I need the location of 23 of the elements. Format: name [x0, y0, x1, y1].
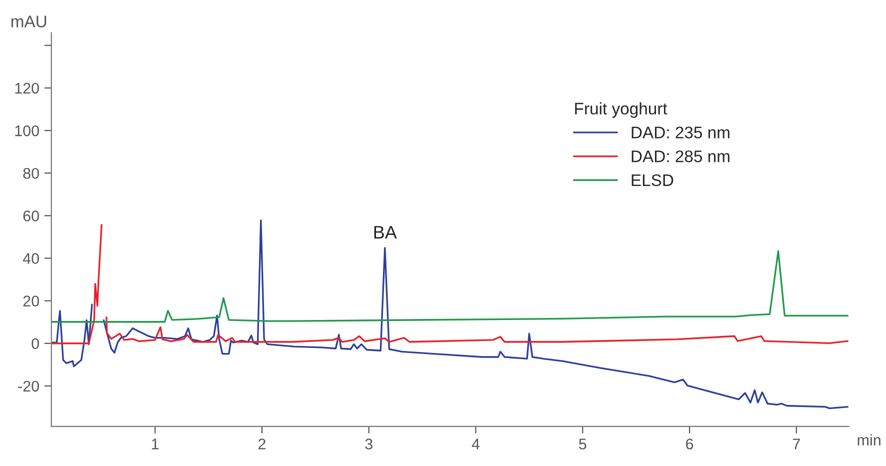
legend-label: DAD: 285 nm — [632, 150, 730, 162]
y-tick-label: 60 — [23, 210, 39, 222]
x-tick-label: 5 — [578, 438, 586, 450]
legend-label: DAD: 235 nm — [632, 126, 730, 138]
annotation: BA — [374, 226, 397, 239]
line-series — [51, 250, 849, 323]
legend-label: ELSD — [632, 174, 674, 186]
y-tick-label: 100 — [15, 125, 39, 136]
y-tick-label: 20 — [23, 296, 39, 306]
legend-title: Fruit yoghurt — [575, 102, 668, 118]
x-tick-label: 1 — [152, 438, 159, 450]
x-tick-label: 4 — [472, 438, 480, 450]
y-tick-label: 80 — [23, 168, 39, 179]
y-tick-label: 120 — [15, 82, 39, 94]
x-tick-label: 2 — [258, 438, 266, 450]
x-tick-label: 6 — [686, 438, 694, 450]
y-tick-label: -20 — [18, 380, 39, 392]
y-tick-label: 0 — [32, 338, 39, 350]
x-tick-label: 7 — [792, 438, 800, 450]
x-tick-label: 3 — [365, 438, 372, 450]
x-axis-title: min — [858, 434, 880, 446]
y-tick-label: 40 — [22, 253, 39, 264]
y-axis-title: mAU — [11, 16, 46, 28]
